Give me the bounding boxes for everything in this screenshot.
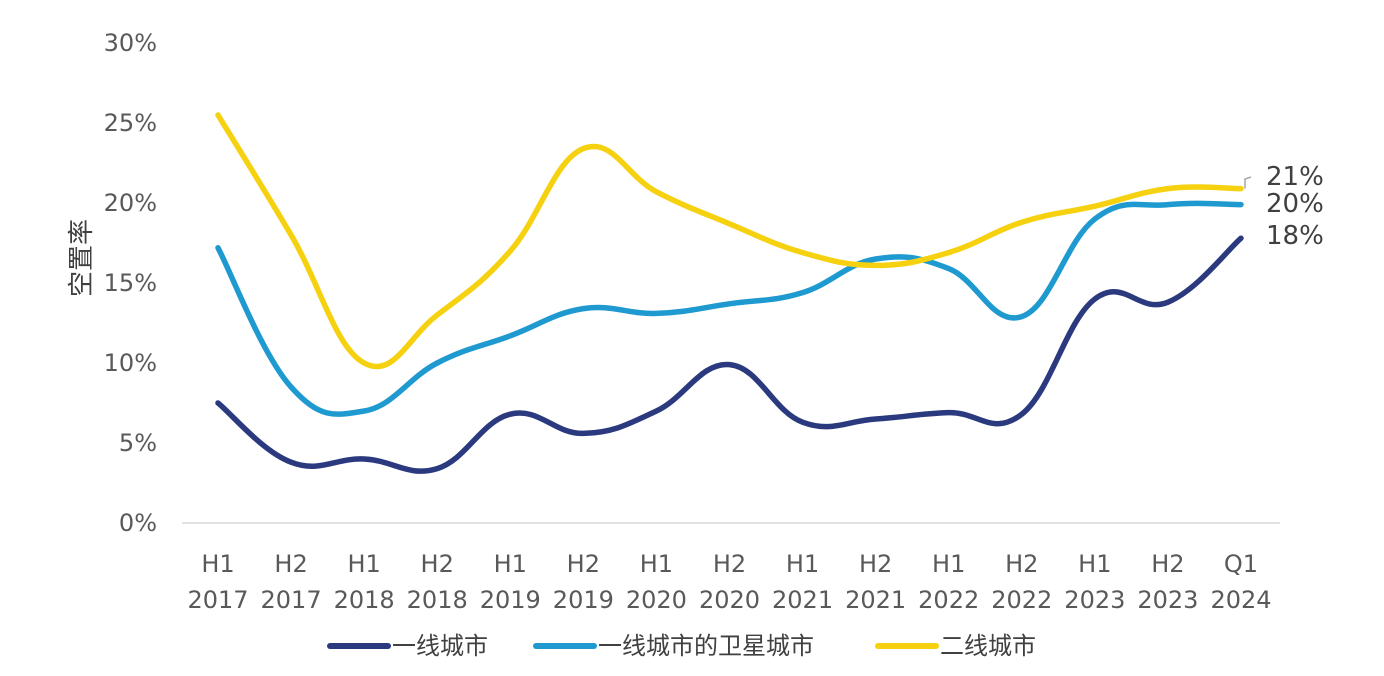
y-tick-label: 5%	[119, 429, 157, 457]
x-tick-label: H1 2021	[772, 550, 833, 614]
end-value-label: 18%	[1266, 221, 1324, 251]
leader-line	[1244, 176, 1252, 189]
y-axis-ticks: 0% 5% 10% 15% 20% 25% 30%	[104, 29, 157, 537]
y-axis-label: 空置率	[67, 219, 97, 297]
series-lines	[215, 112, 1244, 474]
series-line-3	[215, 112, 1244, 370]
legend: 一线城市 一线城市的卫星城市 二线城市	[327, 632, 1036, 660]
x-tick-label: H2 2019	[553, 550, 614, 614]
series-line-2	[215, 200, 1244, 417]
x-tick-label: H2 2021	[845, 550, 906, 614]
y-tick-label: 25%	[104, 109, 157, 137]
end-value-label: 21%	[1266, 162, 1324, 192]
x-tick-label: H2 2017	[261, 550, 322, 614]
x-tick-label: H2 2023	[1137, 550, 1198, 614]
x-tick-label: Q1 2024	[1210, 550, 1271, 614]
legend-label: 一线城市的卫星城市	[598, 632, 814, 660]
legend-label: 一线城市	[392, 632, 488, 660]
x-tick-label: H1 2022	[918, 550, 979, 614]
y-tick-label: 15%	[104, 269, 157, 297]
x-tick-label: H1 2020	[626, 550, 687, 614]
series-line-1	[215, 235, 1244, 474]
y-tick-label: 0%	[119, 509, 157, 537]
y-tick-label: 30%	[104, 29, 157, 57]
y-tick-label: 10%	[104, 349, 157, 377]
x-tick-label: H2 2018	[407, 550, 468, 614]
end-value-label: 20%	[1266, 189, 1324, 219]
y-tick-label: 20%	[104, 189, 157, 217]
x-tick-label: H2 2020	[699, 550, 760, 614]
x-tick-label: H1 2018	[334, 550, 395, 614]
end-labels: 18%20%21%	[1244, 162, 1324, 251]
x-tick-label: H1 2019	[480, 550, 541, 614]
x-tick-label: H2 2022	[991, 550, 1052, 614]
legend-label: 二线城市	[940, 632, 1036, 660]
x-tick-label: H1 2023	[1064, 550, 1125, 614]
x-tick-label: H1 2017	[187, 550, 248, 614]
